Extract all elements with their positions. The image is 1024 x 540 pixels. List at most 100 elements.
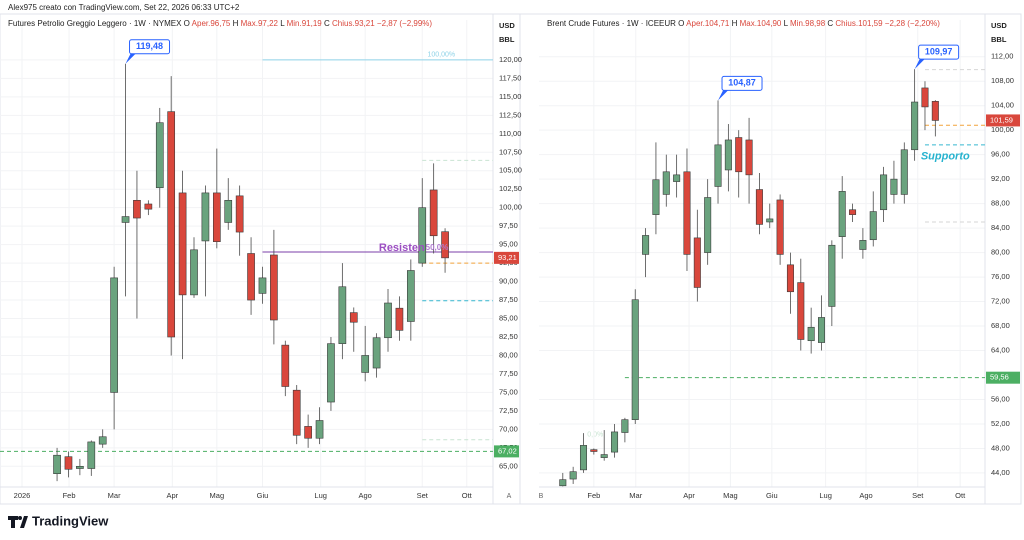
x-tick-label: Set (417, 491, 429, 500)
y-tick-label: 56,00 (991, 394, 1010, 403)
candle-body (890, 178, 898, 195)
y-tick-label: 88,00 (991, 199, 1010, 208)
callout-box (129, 39, 171, 55)
header: Brent Crude Futures · 1W · ICEEUR O Aper… (547, 19, 940, 28)
candle-body (155, 122, 164, 189)
y-tick-label: 120,00 (499, 55, 522, 64)
candle-body (900, 149, 908, 195)
y-tick-label: 105,00 (499, 166, 522, 175)
candle-body (395, 307, 404, 331)
price-tag-label: 101,59 (990, 115, 1013, 124)
candle-body (735, 137, 743, 173)
candle-body (611, 431, 619, 453)
y-tick-label: 82,50 (499, 332, 518, 341)
price-tag (986, 114, 1020, 127)
candle-body (87, 441, 96, 469)
y-tick-label: 97,50 (499, 221, 518, 230)
candle-body (704, 197, 712, 253)
price-tag (494, 251, 519, 264)
y-tick-label: 52,00 (991, 419, 1010, 428)
candle-body (828, 244, 836, 307)
chart-pane: 44,00 48,00 52,00 56,00 64,00 68,00 72,00 76,00… (539, 14, 1020, 504)
header-item: L (784, 19, 789, 28)
x-tick-label: Ago (359, 491, 372, 500)
header-item: Chius.101,59 (835, 19, 883, 28)
header-item: Futures Petrolio Greggio Leggero · 1W · … (8, 19, 182, 28)
y-tick-label: 108,00 (991, 76, 1014, 85)
y-tick-label: 96,00 (991, 150, 1010, 159)
header-item: Max.97,22 (241, 19, 279, 28)
candle-body (178, 192, 187, 296)
candle-body (338, 286, 347, 344)
candle-body (361, 355, 370, 373)
x-tick-label: Mag (723, 491, 738, 500)
annotation: 50,0% (426, 243, 449, 252)
candle-body (849, 209, 857, 215)
candle-body (76, 466, 84, 469)
y-tick-label: 64,00 (991, 345, 1010, 354)
candle-body (441, 231, 449, 259)
brand-logo (8, 516, 28, 528)
header-item: Chius.93,21 (332, 19, 375, 28)
header-item: Aper.104,71 (686, 19, 730, 28)
candle-body (224, 199, 233, 223)
header-item: C (324, 19, 330, 28)
level-label: 0,0% (587, 432, 603, 439)
candle-body (281, 344, 290, 387)
y-tick-label: 112,50 (499, 110, 521, 119)
currency: USD (991, 21, 1007, 30)
candle-body (662, 171, 670, 195)
candle-body (693, 237, 701, 288)
candle-body (53, 454, 61, 474)
callout-label: 104,87 (728, 78, 756, 88)
x-tick-label: Feb (587, 491, 600, 500)
price-tag-label: 93,21 (498, 253, 517, 262)
candle-body (190, 249, 198, 296)
frame (0, 13, 1022, 505)
x-tick-label: Ott (955, 491, 966, 500)
header-item: L (280, 19, 285, 28)
annotation: Resisten (379, 242, 425, 254)
price-tag-label: 67,02 (498, 446, 517, 455)
candle-body (797, 282, 805, 340)
callout-label: 119,48 (136, 41, 163, 51)
candle-body (807, 326, 815, 342)
candle-body (258, 277, 267, 294)
y-tick-label: 44,00 (991, 468, 1010, 477)
x-tick-label: Apr (683, 491, 695, 500)
brand: TradingView (32, 513, 109, 528)
y-tick-label: 112,00 (991, 52, 1013, 61)
y-tick-label: 110,00 (499, 129, 521, 138)
y-tick-label: 87,50 (499, 295, 518, 304)
candle-body (167, 111, 176, 338)
x-tick-label: Feb (63, 491, 76, 500)
header-item: Brent Crude Futures · 1W · ICEEUR (547, 19, 676, 28)
header-item: C (827, 19, 833, 28)
candle-body (600, 454, 608, 458)
y-tick-label: 104,00 (991, 101, 1014, 110)
candle-body (270, 254, 278, 321)
level-label: 100,00% (427, 52, 455, 59)
x-tick-label: Ott (462, 491, 473, 500)
price-tag (986, 371, 1020, 384)
x-tick-label: Mar (108, 491, 121, 500)
header-item: Min.98,98 (790, 19, 826, 28)
candle-body (372, 337, 381, 369)
annotation: Supporto (921, 151, 970, 163)
candle-body (559, 479, 567, 487)
candle-body (110, 277, 118, 393)
callout-box (721, 75, 763, 91)
x-tick-label: Lug (819, 491, 832, 500)
candle-body (766, 218, 774, 223)
candle-body (776, 199, 784, 255)
candle-body (642, 235, 650, 255)
candle-body (406, 270, 415, 322)
y-tick-label: 80,00 (991, 248, 1010, 257)
x-tick-label: Apr (166, 491, 178, 500)
header-item: O (184, 19, 190, 28)
unit: BBL (499, 35, 515, 44)
candle-body (869, 211, 877, 241)
header-item: H (732, 19, 738, 28)
candle-body (755, 189, 763, 225)
